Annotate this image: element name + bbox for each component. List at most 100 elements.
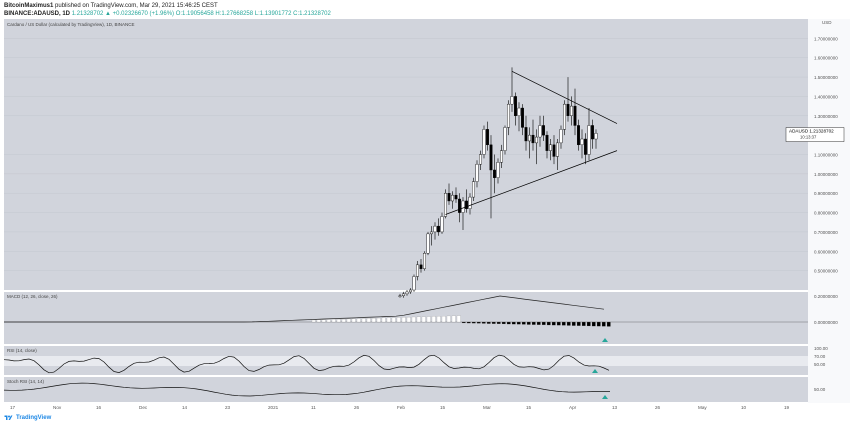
candle-body	[437, 225, 440, 233]
time-tick-label: 14	[182, 405, 188, 410]
macd-histogram-bar	[526, 321, 531, 325]
triangle-lower-line	[445, 150, 618, 215]
macd-line	[4, 295, 605, 323]
time-tick-label: Feb	[397, 405, 405, 410]
candle-body	[594, 133, 598, 140]
tradingview-brand[interactable]: TradingView	[16, 414, 52, 421]
candle-body	[538, 125, 542, 138]
macd-histogram-bar	[536, 321, 541, 325]
candle-body	[510, 96, 514, 105]
candle-body	[412, 276, 416, 291]
indicator-pane-background	[4, 292, 808, 344]
macd-alert-arrow-icon	[602, 338, 608, 342]
price-tick-label: 0.80000000	[814, 211, 838, 216]
price-tick-label: 1.00000000	[814, 172, 838, 177]
rsi-band	[4, 356, 808, 366]
macd-histogram-bar	[471, 321, 476, 324]
macd-histogram-bar	[461, 321, 466, 324]
macd-histogram-bar	[346, 318, 351, 323]
candle-body	[433, 225, 437, 233]
candle-body	[458, 198, 461, 213]
triangle-upper-line	[511, 70, 618, 124]
chart-area[interactable]: 1.70000000 1.60000000 1.50000000 1.40000000…	[0, 18, 850, 413]
time-tick-label: 10	[741, 405, 747, 410]
time-tick-label: 26	[655, 405, 661, 410]
macd-histogram-bar	[316, 319, 321, 323]
macd-histogram-bar	[496, 321, 501, 324]
macd-histogram-bar	[571, 321, 576, 326]
publisher-name[interactable]: BitcoinMaximus1	[4, 3, 54, 9]
macd-histogram-bar	[421, 316, 426, 323]
candle-body	[521, 107, 524, 128]
candle-body	[489, 144, 493, 171]
candle-body	[444, 193, 447, 217]
macd-histogram-bar	[441, 316, 446, 323]
macd-histogram-bar	[331, 319, 336, 323]
candle-body	[545, 134, 549, 151]
macd-histogram-bar	[521, 321, 526, 325]
candle-body	[566, 103, 570, 116]
tradingview-chart[interactable]: 1.70000000 1.60000000 1.50000000 1.40000000…	[0, 18, 850, 413]
time-tick-label: 2021	[268, 405, 279, 410]
macd-histogram-bar	[551, 321, 556, 326]
macd-histogram-bar	[436, 316, 441, 323]
macd-histogram-bar	[506, 321, 511, 325]
macd-histogram-bar	[516, 321, 521, 325]
candle-body	[472, 181, 475, 198]
macd-histogram-bar	[576, 321, 581, 326]
time-tick-label: Nov	[53, 405, 62, 410]
macd-histogram-bar	[561, 321, 566, 326]
price-tick-label: 0.70000000	[814, 230, 838, 235]
candle-body	[535, 136, 538, 144]
time-tick-label: Dec	[139, 405, 148, 410]
macd-histogram-bar	[396, 317, 401, 323]
macd-histogram-bar	[341, 319, 346, 323]
macd-histogram-bar	[426, 316, 431, 323]
price-tick-label: 0.60000000	[814, 249, 838, 254]
candle-body	[496, 162, 500, 178]
macd-histogram-bar	[381, 317, 386, 323]
macd-histogram-bar	[486, 321, 491, 324]
candle-body	[556, 142, 559, 157]
last-price-label: ADAUSD 1.21328702	[789, 129, 834, 134]
macd-histogram-bar	[366, 318, 371, 323]
stoch-rsi-tick-label: 50.00	[814, 387, 826, 392]
candle-body	[419, 264, 423, 269]
macd-histogram-bar	[401, 317, 406, 323]
time-tick-label: 11	[311, 405, 316, 410]
time-tick-label: 15	[526, 405, 532, 410]
candle-body	[580, 138, 584, 146]
macd-histogram-bar	[456, 315, 461, 323]
tradingview-logo-icon	[4, 415, 13, 420]
candle-body	[542, 125, 545, 136]
candle-body	[468, 196, 472, 209]
price-tick-label: 1.30000000	[814, 114, 838, 119]
macd-histogram-bar	[431, 316, 436, 323]
candle-body	[528, 134, 531, 142]
time-tick-label: Apr	[569, 405, 577, 410]
candle-body	[503, 127, 507, 151]
chart-title: Cardano / US Dollar (calculated by Tradi…	[7, 22, 134, 27]
chart-header: BitcoinMaximus1 published on TradingView…	[4, 2, 331, 18]
rsi-alert-arrow-icon	[592, 369, 598, 373]
symbol-line: BINANCE:ADAUSD, 1D	[4, 11, 71, 17]
candle-body	[465, 200, 468, 209]
stoch-rsi-alert-arrow-icon	[602, 395, 608, 399]
candle-body	[570, 105, 573, 116]
macd-histogram-bar	[386, 317, 391, 323]
candle-body	[552, 144, 556, 157]
macd-label: MACD (12, 26, close, 26)	[7, 294, 58, 299]
price-axis-background	[808, 19, 850, 403]
macd-histogram-bar	[321, 319, 326, 323]
candle-body	[475, 163, 479, 182]
candle-body	[451, 194, 454, 202]
time-tick-label: May	[698, 405, 707, 410]
macd-histogram-bar	[356, 318, 361, 323]
price-tick-label: 0.50000000	[814, 269, 838, 274]
footer: TradingView	[4, 414, 51, 421]
candle-body	[493, 169, 496, 178]
time-tick-label: Mar	[483, 405, 491, 410]
time-tick-label: 19	[784, 405, 790, 410]
macd-histogram-bar	[556, 321, 561, 326]
macd-histogram-bar	[406, 317, 411, 323]
